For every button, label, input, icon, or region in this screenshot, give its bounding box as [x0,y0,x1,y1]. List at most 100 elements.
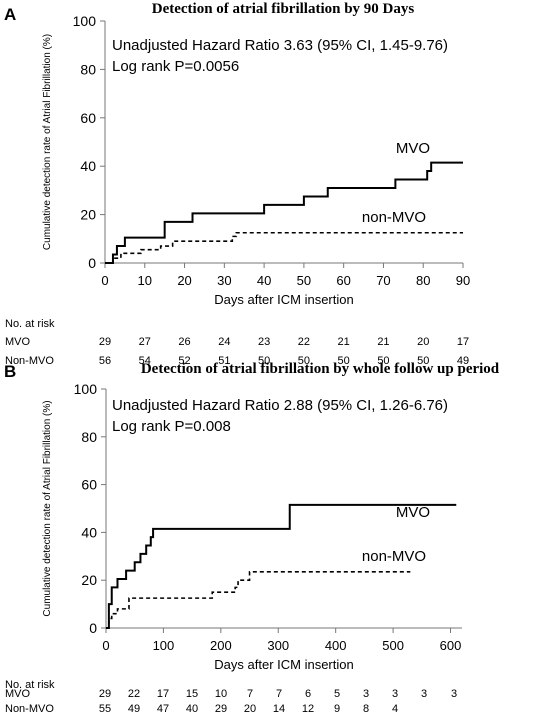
panel-a-risk-group-label: Non-MVO [5,355,54,367]
panel-a-x-tick-label: 10 [138,273,152,288]
panel-b-risk-value: 10 [215,688,227,700]
panel-a-y-tick-label: 60 [80,110,96,126]
panel-b-x-tick-label: 0 [102,638,109,653]
panel-b-x-tick-label: 600 [440,638,462,653]
panel-a-x-tick-label: 0 [101,273,108,288]
panel-b-risk-value: 55 [99,703,111,715]
panel-a-risk-group-label: MVO [5,336,31,348]
panel-a-risk-value: 26 [178,336,190,348]
panel-a-x-tick-label: 50 [297,273,311,288]
panel-a-risk-value: 21 [377,336,389,348]
panel-b-x-tick-label: 200 [210,638,232,653]
panel-a-x-tick-label: 20 [177,273,191,288]
panel-a-risk-heading: No. at risk [5,318,55,330]
panel-b-risk-value: 29 [215,703,227,715]
panel-b-y-tick-label: 100 [74,381,98,397]
panel-b-risk-value: 6 [305,688,311,700]
panel-a-series-label-non-mvo: non-MVO [362,209,426,226]
panel-a-annotation-line: Unadjusted Hazard Ratio 3.63 (95% CI, 1.… [112,37,448,54]
panel-b-series-label-mvo: MVO [396,504,430,521]
panel-a-risk-value: 50 [298,355,310,367]
panel-b-series-mvo [106,503,457,629]
panel-b-risk-value: 3 [392,688,398,700]
panel-b-risk-value: 7 [276,688,282,700]
panel-b-annotation-line: Unadjusted Hazard Ratio 2.88 (95% CI, 1.… [112,397,448,414]
panel-a-risk-value: 52 [178,355,190,367]
panel-a-x-tick-label: 80 [416,273,430,288]
panel-a-risk-value: 22 [298,336,310,348]
panel-a-risk-value: 27 [139,336,151,348]
panel-b-risk-value: 14 [273,703,285,715]
panel-b-series-non-mvo [106,571,411,629]
panel-a-risk-value: 49 [457,355,469,367]
panel-b-y-tick-label: 60 [81,477,97,493]
panel-b-risk-value: 49 [128,703,140,715]
panel-b-risk-value: 9 [334,703,340,715]
panel-a-y-tick-label: 100 [73,13,97,29]
panel-b-risk-value: 3 [451,688,457,700]
panel-a-risk-value: 50 [258,355,270,367]
panel-a-y-axis-label: Cumulative detection rate of Atrial Fibr… [42,34,53,250]
panel-a-x-tick-label: 90 [456,273,470,288]
panel-b-risk-value: 22 [128,688,140,700]
panel-a-risk-value: 50 [377,355,389,367]
panel-a-y-tick-label: 80 [80,61,96,77]
panel-a-risk-value: 54 [139,355,151,367]
panel-a-risk-value: 50 [417,355,429,367]
panel-b-risk-value: 3 [363,688,369,700]
panel-b-risk-value: 8 [363,703,369,715]
panel-a-x-tick-label: 60 [336,273,350,288]
panel-a-x-tick-label: 30 [217,273,231,288]
panel-a-risk-value: 17 [457,336,469,348]
panel-b-risk-group-label: Non-MVO [5,703,54,715]
panel-a-risk-value: 50 [338,355,350,367]
panel-b-risk-value: 4 [392,703,398,715]
panel-a-y-tick-label: 20 [80,207,96,223]
panel-a-risk-value: 21 [338,336,350,348]
panel-a-risk-value: 51 [218,355,230,367]
panel-a-title: Detection of atrial fibrillation by 90 D… [152,1,415,17]
panel-b-series-label-non-mvo: non-MVO [362,548,426,565]
panel-b-risk-value: 7 [247,688,253,700]
panel-a-risk-value: 56 [99,355,111,367]
panel-b-y-tick-label: 20 [81,572,97,588]
panel-b-annotation-line: Log rank P=0.008 [112,418,231,435]
panel-a-series-label-mvo: MVO [396,140,430,157]
panel-b-x-tick-label: 100 [153,638,175,653]
panel-b-risk-value: 15 [186,688,198,700]
panel-b-title: Detection of atrial fibrillation by whol… [141,361,500,377]
panel-b-risk-value: 5 [334,688,340,700]
panel-b-label: B [4,362,16,381]
panel-b-y-tick-label: 80 [81,429,97,445]
panel-b-y-tick-label: 40 [81,524,97,540]
panel-b-x-tick-label: 400 [325,638,347,653]
panel-a-risk-value: 23 [258,336,270,348]
panel-b-y-tick-label: 0 [89,620,97,636]
panel-b-x-tick-label: 500 [382,638,404,653]
panel-a-risk-value: 24 [218,336,230,348]
panel-a-x-tick-label: 70 [376,273,390,288]
panel-a-series-non-mvo [105,231,463,264]
panel-b-risk-value: 3 [421,688,427,700]
panel-b-risk-value: 47 [157,703,169,715]
panel-a-risk-value: 29 [99,336,111,348]
panel-a-y-tick-label: 40 [80,158,96,174]
panel-b-risk-value: 40 [186,703,198,715]
panel-b-risk-heading: No. at risk [5,679,55,691]
panel-a-x-axis-label: Days after ICM insertion [214,292,353,307]
panel-a-y-tick-label: 0 [88,255,96,271]
panel-b-risk-value: 12 [302,703,314,715]
panel-b-risk-value: 17 [157,688,169,700]
panel-b-risk-value: 29 [99,688,111,700]
panel-b-risk-group-label: MVO [5,688,31,700]
panel-a-annotation-line: Log rank P=0.0056 [112,58,239,75]
panel-b-x-axis-label: Days after ICM insertion [214,657,353,672]
panel-a-series-mvo [105,161,463,264]
panel-a-x-tick-label: 40 [257,273,271,288]
panel-a-label: A [4,5,16,24]
panel-b-risk-value: 20 [244,703,256,715]
panel-b-y-axis-label: Cumulative detection rate of Atrial Fibr… [42,400,53,616]
panel-a-risk-value: 20 [417,336,429,348]
panel-b-x-tick-label: 300 [267,638,289,653]
